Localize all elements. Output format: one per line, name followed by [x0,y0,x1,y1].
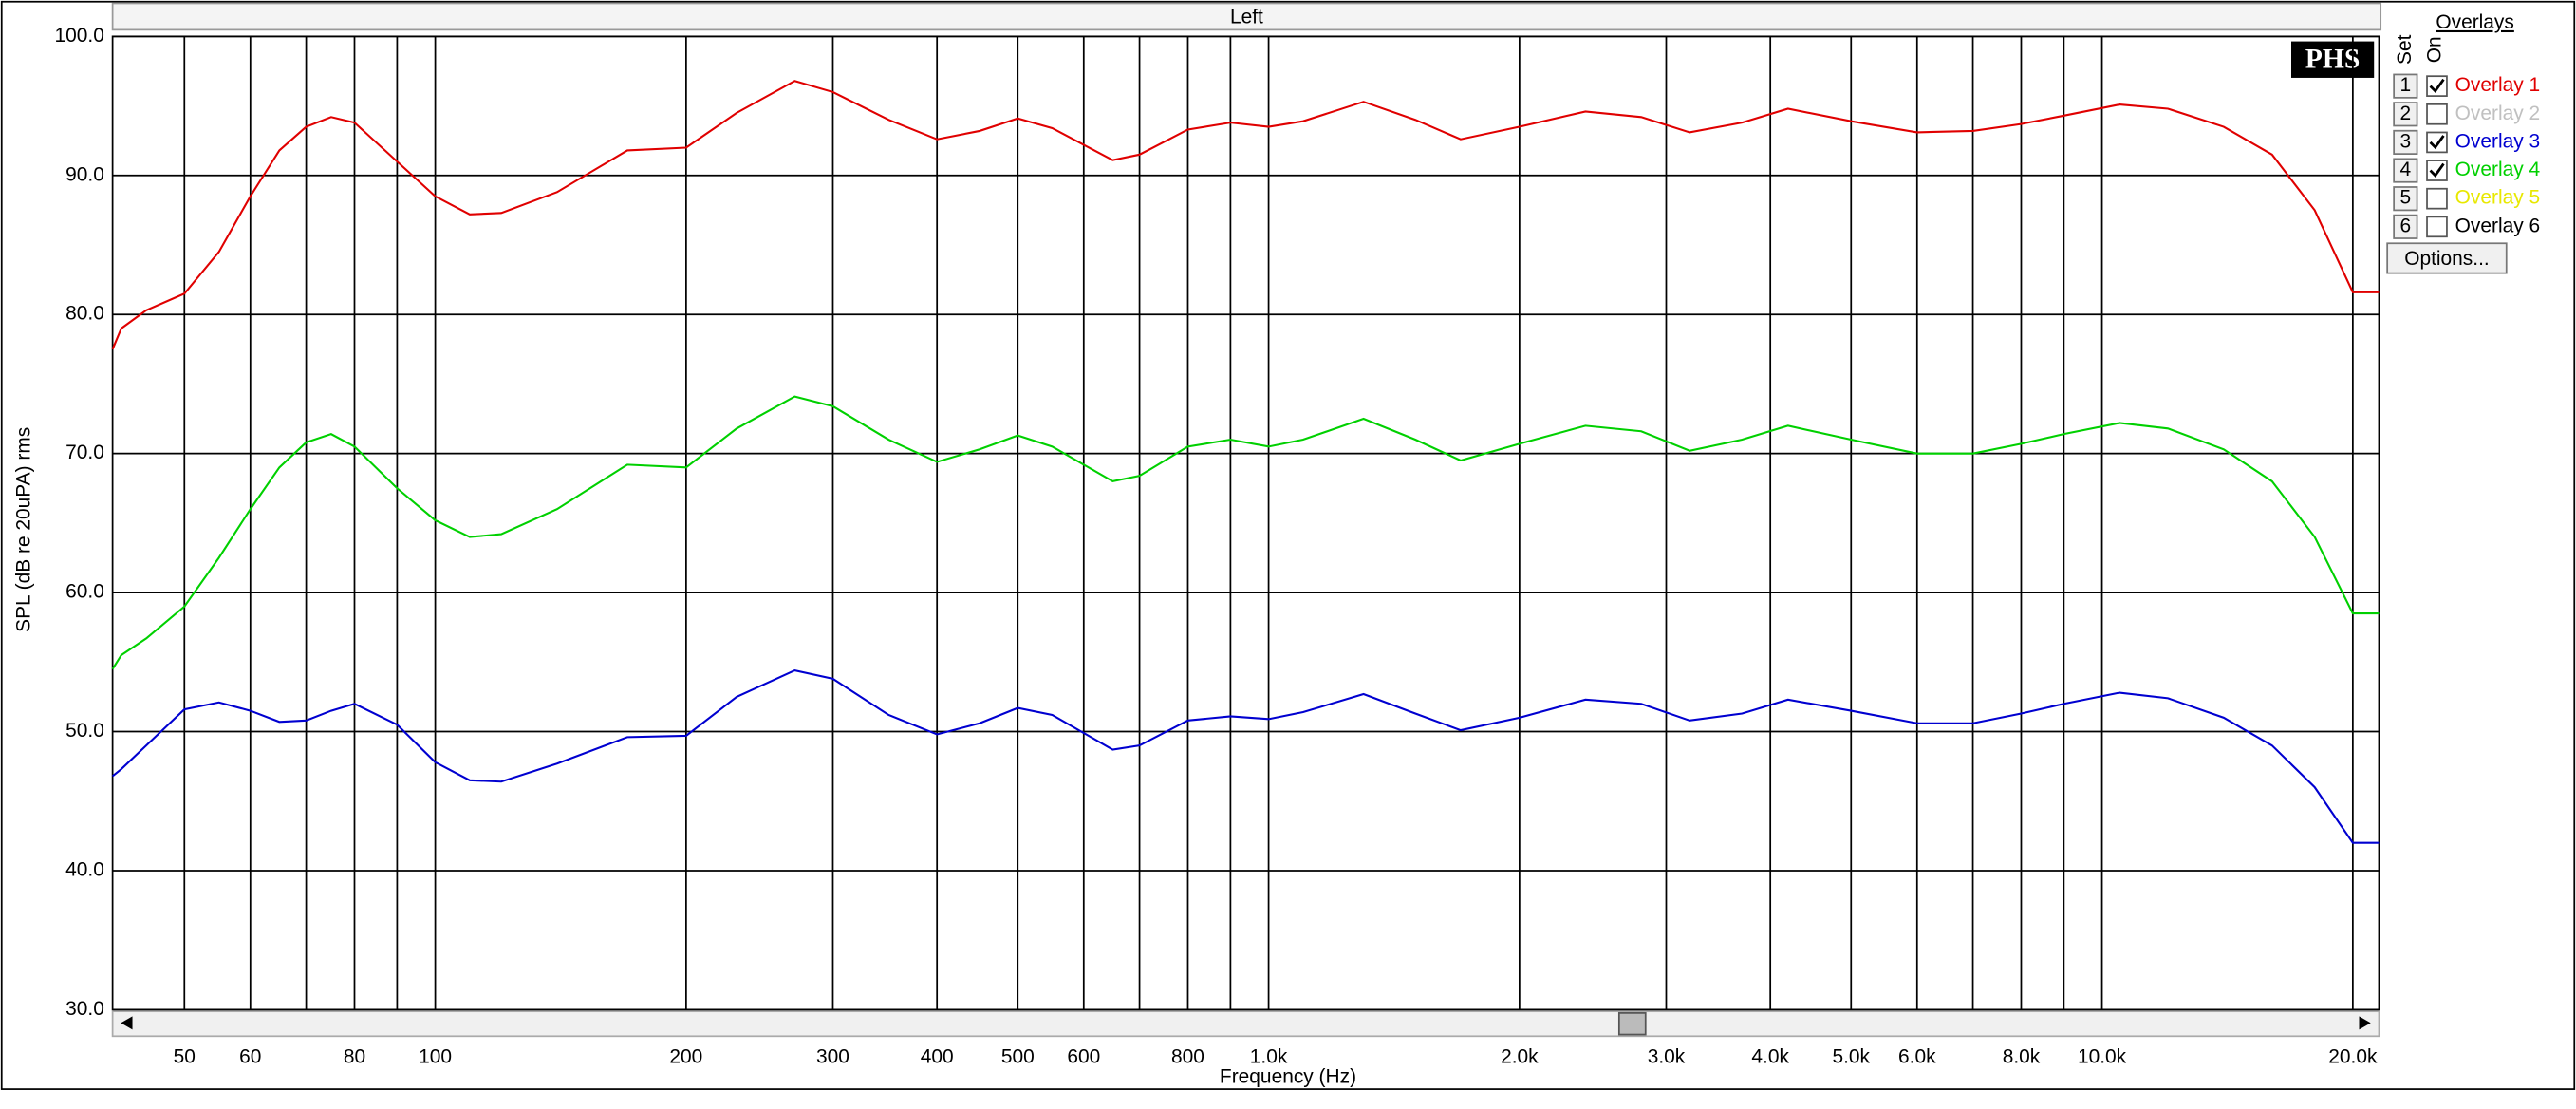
x-tick-label: 6.0k [1898,1045,1936,1067]
checkbox[interactable] [2426,75,2448,97]
options-button[interactable] [2386,242,2508,274]
slot-number: 6 [2400,215,2412,236]
x-tick-label: 2.0k [1501,1045,1539,1067]
slot-box[interactable] [2393,102,2418,127]
options-label: Options... [2404,248,2490,270]
x-tick-label: 200 [669,1045,702,1067]
x-tick-label: 400 [921,1045,954,1067]
title-bar [111,2,2382,31]
series-line [111,80,2380,350]
logo-box [2290,41,2375,78]
x-tick-label: 50 [174,1045,196,1067]
x-axis-title: Frequency (Hz) [1220,1065,1356,1087]
y-tick-label: 60.0 [65,581,104,603]
plot-area [111,35,2380,1011]
slot-number: 1 [2400,74,2412,96]
x-tick-label: 20.0k [2328,1045,2378,1067]
y-tick-label: 70.0 [65,442,104,463]
slot-box[interactable] [2393,186,2418,212]
x-tick-label: 60 [239,1045,261,1067]
slot-number: 5 [2400,187,2412,209]
checkbox[interactable] [2426,160,2448,181]
checkbox[interactable] [2426,103,2448,125]
scroll-right[interactable] [2359,1016,2371,1030]
x-tick-label: 80 [344,1045,365,1067]
x-tick-label: 8.0k [2003,1045,2041,1067]
x-tick-label: 300 [816,1045,849,1067]
x-tick-label: 3.0k [1648,1045,1686,1067]
legend-label: Overlay 2 [2455,103,2540,124]
slot-box[interactable] [2393,214,2418,239]
checkmark [2429,162,2445,178]
series-line [111,395,2380,670]
y-axis-title: SPL (dB re 20uPA) rms [13,427,35,632]
y-tick-label: 100.0 [55,25,104,47]
x-tick-label: 10.0k [2078,1045,2127,1067]
y-tick-label: 50.0 [65,720,104,742]
scrollbar[interactable] [111,1010,2380,1038]
y-tick-label: 30.0 [65,998,104,1020]
series-line [111,669,2380,844]
on-label: On [2423,36,2445,63]
checkbox[interactable] [2426,131,2448,154]
x-tick-label: 1.0k [1250,1045,1288,1067]
x-tick-label: 5.0k [1832,1045,1870,1067]
legend-label: Overlay 1 [2455,74,2540,96]
checkmark [2429,135,2445,150]
legend-label: Overlay 6 [2455,215,2540,236]
x-tick-label: 100 [419,1045,452,1067]
slot-box[interactable] [2393,129,2418,155]
checkbox[interactable] [2426,187,2448,210]
slot-number: 2 [2400,103,2412,124]
x-tick-label: 500 [1001,1045,1035,1067]
panel-title: Overlays [2436,11,2514,33]
x-tick-label: 800 [1171,1045,1204,1067]
x-tick-label: 600 [1067,1045,1100,1067]
x-tick-label: 4.0k [1751,1045,1789,1067]
slot-box[interactable] [2393,73,2418,99]
legend-label: Overlay 4 [2455,159,2541,180]
slot-box[interactable] [2393,158,2418,183]
y-tick-label: 80.0 [65,303,104,325]
legend-label: Overlay 3 [2455,130,2540,152]
logo: PHS [2305,44,2361,74]
y-tick-label: 40.0 [65,859,104,881]
scroll-thumb[interactable] [1617,1012,1647,1036]
slot-number: 3 [2400,130,2412,152]
set-label: Set [2394,34,2416,65]
y-tick-label: 90.0 [65,163,104,185]
window-title: Left [1230,7,1263,28]
scroll-left[interactable] [121,1016,133,1030]
checkmark [2429,78,2445,94]
legend-label: Overlay 5 [2455,187,2540,209]
slot-number: 4 [2400,159,2412,180]
checkbox[interactable] [2426,216,2448,238]
